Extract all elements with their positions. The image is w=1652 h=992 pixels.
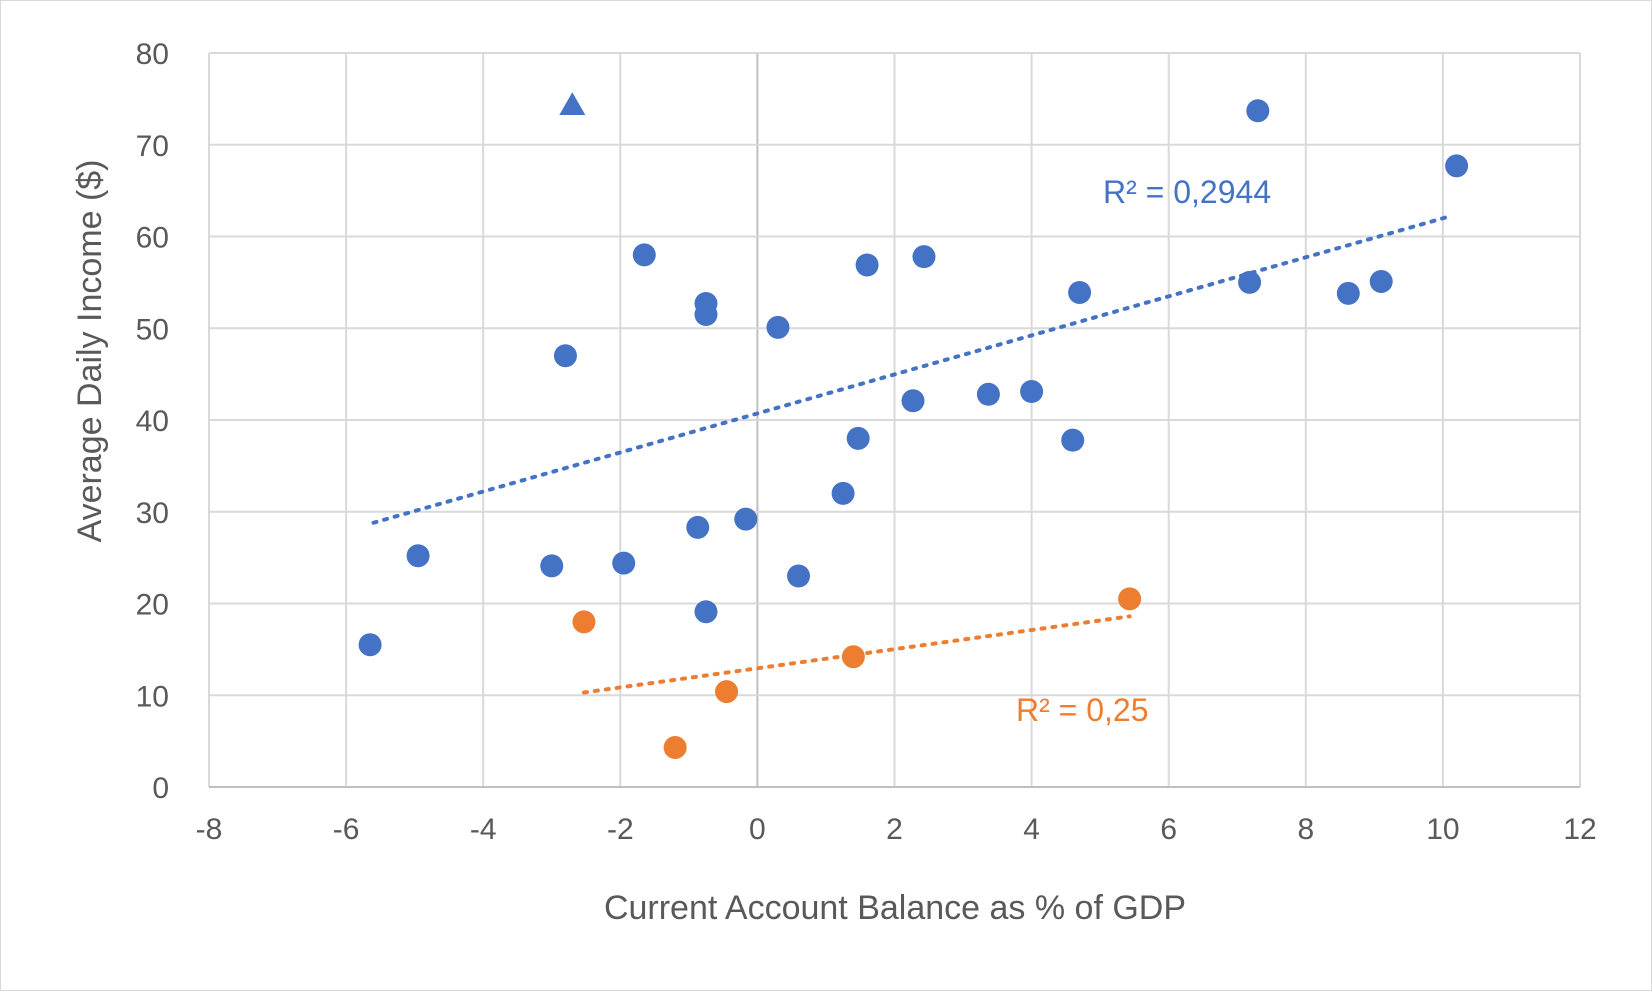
data-point [1238,270,1262,294]
x-tick-label: -8 [196,813,223,846]
y-tick-label: 80 [136,38,169,71]
y-axis-title: Average Daily Income ($) [71,160,109,543]
y-tick-label: 40 [136,405,169,438]
data-point [831,481,855,505]
r-squared-label: R² = 0,25 [1016,692,1149,728]
data-point [406,544,430,568]
data-point [841,645,865,669]
trendlines [371,214,1452,695]
data-point [612,551,636,575]
data-point [846,426,870,450]
x-tick-label: 10 [1426,813,1459,846]
y-tick-label: 0 [152,772,169,805]
data-point [1020,380,1044,404]
data-point [1445,154,1469,178]
data-point [358,633,382,657]
data-point [694,302,718,326]
gridlines [208,52,1581,788]
y-tick-label: 70 [136,130,169,163]
y-tick-label: 50 [136,313,169,346]
data-point [1118,587,1142,611]
x-tick-label: -2 [607,813,634,846]
data-point [663,736,687,760]
y-tick-label: 10 [136,680,169,713]
x-tick-label: 8 [1297,813,1314,846]
x-tick-label: -4 [470,813,497,846]
y-tick-label: 30 [136,497,169,530]
x-tick-label: -6 [333,813,360,846]
data-point [632,243,656,267]
r-squared-label: R² = 0,2944 [1103,174,1271,210]
data-point [976,382,1000,406]
data-point [553,344,577,368]
x-tick-label: 4 [1023,813,1040,846]
data-point [1369,269,1393,293]
x-tick-label: 0 [749,813,766,846]
y-tick-label: 60 [136,222,169,255]
data-point [734,507,758,531]
data-point [787,564,811,588]
data-point [540,554,564,578]
data-point [855,253,879,277]
r2-annotations: R² = 0,2944 R² = 0,25 [1016,174,1271,728]
data-point [1246,99,1270,123]
x-tick-label: 12 [1563,813,1596,846]
data-point [1336,281,1360,305]
x-axis-title: Current Account Balance as % of GDP [604,889,1186,927]
data-point [912,245,936,269]
x-tick-label: 6 [1160,813,1177,846]
y-tick-label: 20 [136,589,169,622]
tick-labels: -8 -6 -4 -2 0 2 4 6 8 10 12 0 10 20 30 40 50 60 70 80 [136,38,1597,846]
data-point [1061,428,1085,452]
data-point [572,610,596,634]
data-points [358,92,1469,760]
data-point [715,680,739,704]
data-point [1068,280,1092,304]
x-tick-label: 2 [886,813,903,846]
data-point [901,389,925,413]
data-point [694,600,718,624]
data-point-triangle [559,92,586,116]
data-point [766,315,790,339]
data-point [686,515,710,539]
trendline [371,214,1452,525]
